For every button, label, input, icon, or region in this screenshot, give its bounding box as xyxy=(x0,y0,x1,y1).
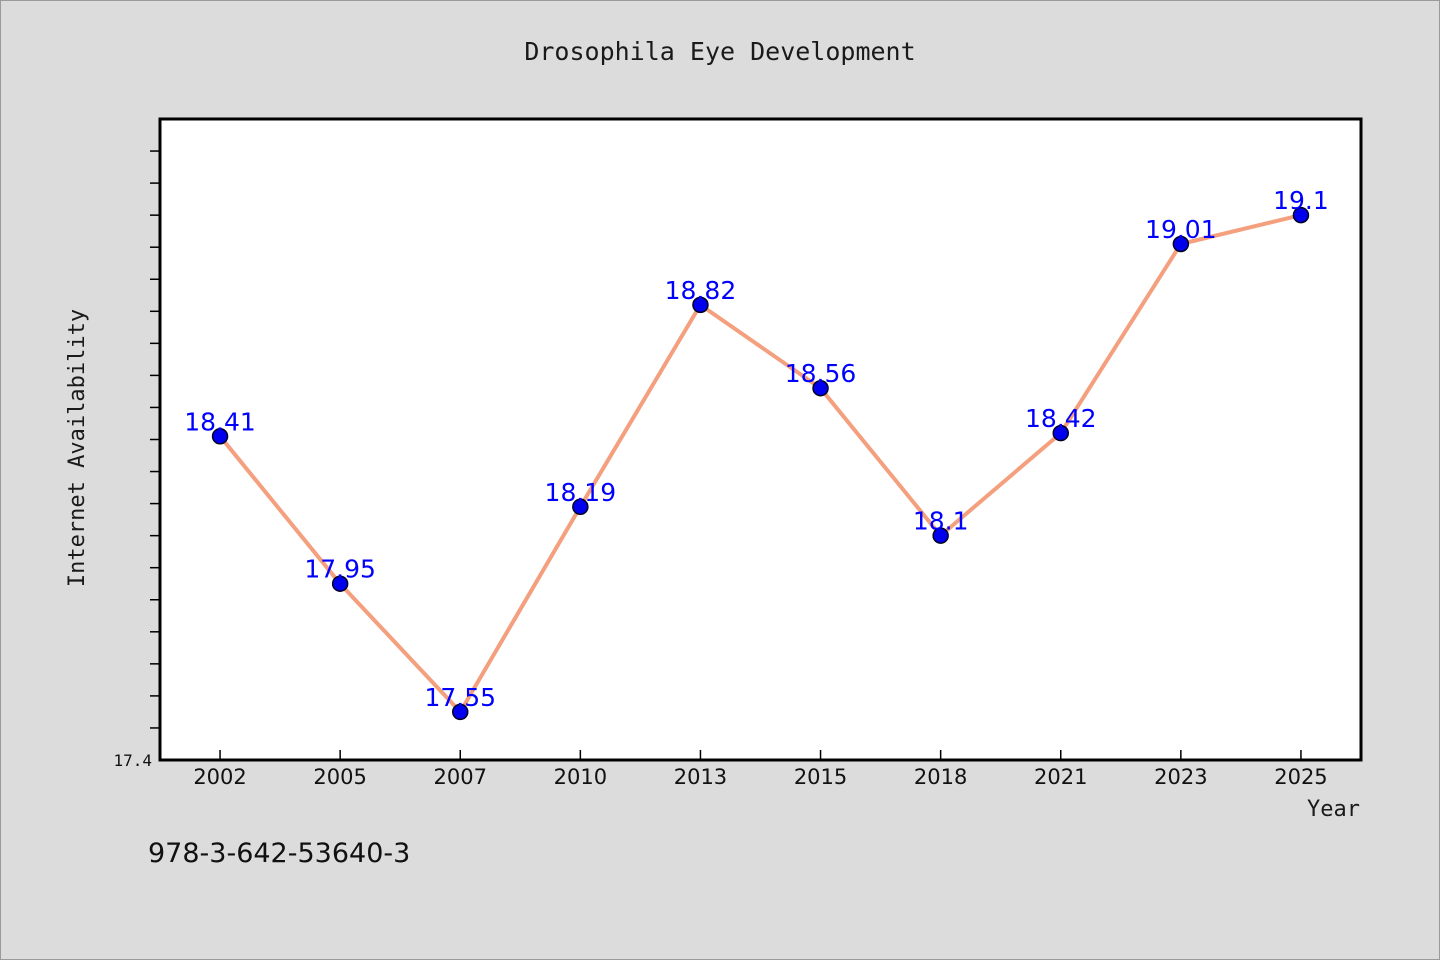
data-point xyxy=(211,428,229,445)
data-label: 18.41 xyxy=(184,407,256,436)
series-line xyxy=(218,213,1302,714)
data-label: 19.01 xyxy=(1145,215,1217,244)
x-tick-label: 2018 xyxy=(914,765,967,789)
data-label: 18.42 xyxy=(1025,404,1097,433)
data-point xyxy=(331,575,349,592)
x-tick-label: 2007 xyxy=(434,765,487,789)
x-tick-label: 2005 xyxy=(313,765,366,789)
data-label: 18.19 xyxy=(545,478,617,507)
data-point xyxy=(1052,424,1069,442)
x-tick-label: 2013 xyxy=(674,765,727,789)
x-axis-title: Year xyxy=(1307,797,1360,822)
series-line-group xyxy=(218,213,1302,714)
x-tick-label: 2010 xyxy=(554,765,607,789)
x-tick-label: 2015 xyxy=(794,765,847,789)
data-point xyxy=(932,527,949,544)
y-axis-ticks xyxy=(150,150,160,729)
y-tick-label: 17.4 xyxy=(113,751,152,770)
data-label: 18.56 xyxy=(785,359,857,388)
x-axis-ticks: 2002 2005 2007 2010 2013 2015 2018 2021 2023 2025 xyxy=(193,750,1328,789)
data-labels: 18.41 17.95 17.55 18.19 18.82 18.56 18.1 18.42 1… xyxy=(184,186,1329,712)
data-point xyxy=(452,703,469,721)
y-axis-title: Internet Availability xyxy=(65,309,90,587)
plot-area xyxy=(158,117,1363,762)
x-tick-label: 2002 xyxy=(193,765,246,789)
x-tick-label: 2023 xyxy=(1154,765,1207,789)
chart-title: Drosophila Eye Development xyxy=(524,37,915,66)
data-label: 17.55 xyxy=(424,683,496,712)
data-point xyxy=(1292,206,1310,224)
data-label: 19.1 xyxy=(1273,186,1329,215)
isbn-footer: 978-3-642-53640-3 xyxy=(148,838,410,869)
data-point xyxy=(572,498,589,516)
data-point xyxy=(1172,235,1190,253)
x-tick-label: 2025 xyxy=(1274,765,1327,789)
data-point xyxy=(812,379,829,397)
data-label: 17.95 xyxy=(304,555,376,584)
data-label: 18.82 xyxy=(665,276,737,305)
x-tick-label: 2021 xyxy=(1034,765,1087,789)
data-label: 18.1 xyxy=(913,507,969,536)
data-markers xyxy=(211,206,1310,721)
data-point xyxy=(692,296,709,314)
